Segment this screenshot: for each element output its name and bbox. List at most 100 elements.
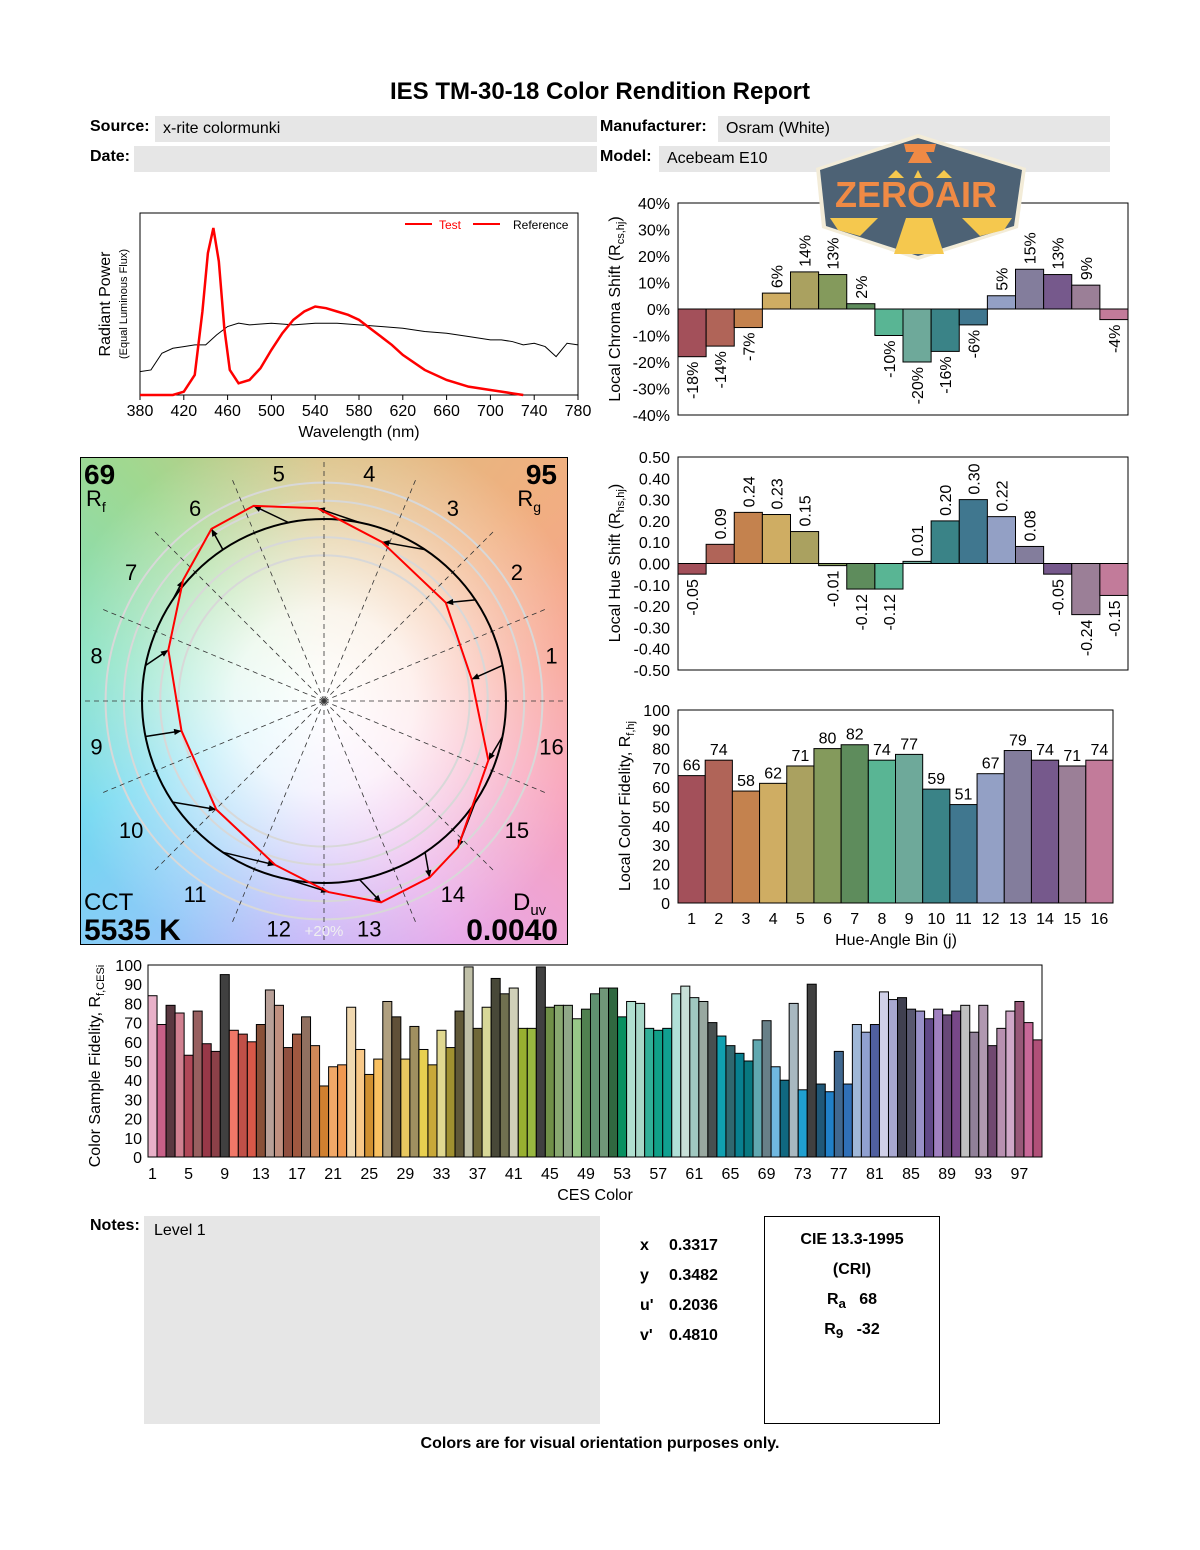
y-tick-label: 10% [638,276,670,293]
ces-bar-57 [653,1029,664,1158]
x-tick-label: 17 [288,1166,306,1183]
ces-bar-46 [553,1004,564,1158]
ces-bar-49 [580,1008,591,1158]
ces-bar-76 [824,1091,835,1158]
x-tick-label: 7 [850,911,859,928]
x-axis-label: Wavelength (nm) [298,424,419,441]
ces-bar-6 [192,1010,203,1158]
shift-arrow-10 [172,801,217,811]
ces-bar-15 [273,1004,284,1158]
y-tick-label: -30% [633,382,670,399]
chroma-shift-bar-1 [677,308,707,358]
ces-bar-85 [906,1008,917,1158]
ces-bar-61 [689,997,700,1158]
fidelity-value-label: 74 [1091,742,1109,759]
bin-label-10: 10 [119,818,143,843]
fidelity-bar-9 [895,753,924,904]
ces-bar-31 [418,1048,429,1158]
ces-bar-88 [933,1008,944,1158]
fidelity-value-label: 59 [927,771,945,788]
hue-shift-bar-4 [761,514,791,565]
ces-bar-36 [463,966,474,1158]
chroma-shift-value-label: -14% [713,351,730,388]
fidelity-bar-11 [949,804,978,904]
ces-bar-19 [310,1045,321,1158]
ces-bar-12 [246,1041,257,1158]
x-tick-label: 500 [258,403,285,420]
rf-value: 69 [84,459,115,490]
ces-bar-71 [779,1079,790,1158]
ces-bar-5 [183,1054,194,1158]
x-tick-label: 14 [1036,911,1054,928]
ces-bar-3 [165,1004,176,1158]
u-prime-label: u' [640,1297,654,1314]
x-tick-label: 6 [823,911,832,928]
hue-shift-value-label: 0.15 [798,495,815,526]
ces-bar-52 [608,987,619,1158]
ces-bar-78 [842,1083,853,1158]
arrowhead-icon [425,869,432,878]
ces-bar-18 [301,1016,312,1158]
chroma-shift-value-label: -10% [882,341,899,378]
ces-bar-27 [382,1000,393,1158]
ces-bar-66 [734,1052,745,1158]
x-tick-label: 73 [794,1166,812,1183]
hue-shift-bar-2 [705,543,735,565]
source-field: x-rite colormunki [155,116,597,142]
x-tick-label: 11 [955,911,972,928]
cri-ra: Ra 68 [826,1291,878,1312]
bin-label-12: 12 [266,917,290,942]
bin-boundary-line [323,700,494,871]
spectrum-plot-frame [139,212,579,396]
chroma-shift-value-label: 13% [1051,238,1068,270]
ces-bar-32 [427,1064,438,1158]
series-line-test [140,227,524,397]
legend-label-reference: Reference [513,218,569,232]
ces-bar-82 [878,991,889,1158]
ces-bar-28 [391,1016,402,1158]
series-line-reference [139,322,579,373]
x-tick-label: 33 [433,1166,451,1183]
arrowhead-icon [267,860,276,867]
fidelity-value-label: 66 [683,758,701,775]
y-tick-label: 0% [647,302,670,319]
y-tick-label: 100 [643,703,670,720]
shift-arrow-4 [317,507,360,524]
ces-bar-37 [472,1027,483,1158]
ces-bar-94 [987,1045,998,1158]
zeroair-logo: ZEROAIR [816,134,1026,260]
bin-label-4: 4 [363,461,375,486]
ces-bar-70 [770,1066,781,1158]
ces-bar-67 [743,1060,754,1158]
manufacturer-label: Manufacturer: [600,118,707,135]
ces-bar-7 [201,1043,212,1158]
y-value: 0.3482 [669,1267,718,1284]
y-axis-label: Local Chroma Shift (Rcs,hj) [607,216,627,401]
y-tick-label: 0.10 [639,535,670,552]
ces-bar-79 [851,1024,862,1158]
y-tick-label: 40 [652,819,670,836]
bin-label-15: 15 [505,818,529,843]
fidelity-bar-5 [786,765,815,904]
hue-shift-value-label: -0.15 [1107,600,1124,637]
ces-bar-69 [761,1020,772,1158]
hue-shift-value-label: 0.24 [741,476,758,507]
ces-bar-54 [626,1000,637,1158]
hue-shift-value-label: -0.05 [685,579,702,616]
arrowhead-icon [471,673,480,680]
ces-bar-47 [562,1004,573,1158]
fidelity-bar-8 [867,759,896,904]
ces-bar-96 [1005,1010,1016,1158]
x-tick-label: 57 [649,1166,667,1183]
chroma-shift-value-label: -16% [938,356,955,393]
y-tick-label: 50 [652,800,670,817]
x-tick-label: 3 [742,911,751,928]
fidelity-value-label: 80 [819,731,837,748]
cct-value: 5535 K [84,914,181,947]
x-tick-label: 65 [722,1166,740,1183]
arrowhead-icon [160,650,169,657]
x-tick-label: 9 [220,1166,229,1183]
chroma-shift-value-label: -18% [685,362,702,399]
ces-bar-44 [535,966,546,1158]
ces-bar-35 [454,1010,465,1158]
